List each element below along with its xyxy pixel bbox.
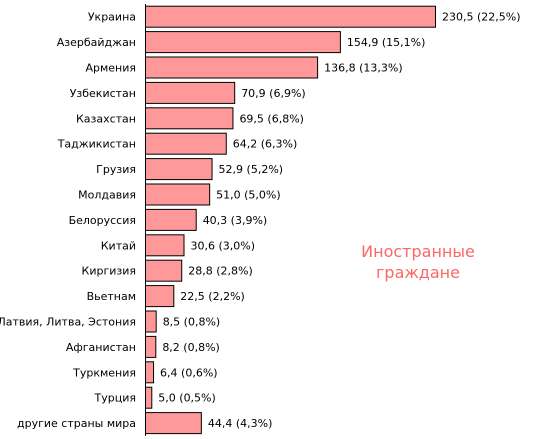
value-label-13: 8,2 (0,8%) [162,341,220,354]
bar-9 [145,234,185,257]
annotation-line-1: Иностранные [361,242,475,261]
bar-11 [145,285,175,308]
value-label-9: 30,6 (3,0%) [190,239,255,252]
bar-8 [145,208,197,231]
value-label-8: 40,3 (3,9%) [203,214,268,227]
value-label-7: 51,0 (5,0%) [216,189,281,202]
category-label-14: Туркмения [72,366,136,379]
category-label-10: Киргизия [82,265,136,278]
bar-2 [145,56,319,79]
bar-1 [145,31,341,54]
category-label-8: Белоруссия [69,214,136,227]
bar-7 [145,183,211,206]
bar-10 [145,259,183,282]
bars-group: Украина 230,5 (22,5%) Азербайджан 154,9 (15… [0,5,521,435]
value-label-3: 70,9 (6,9%) [241,87,306,100]
bar-0 [145,5,436,28]
value-label-12: 8,5 (0,8%) [163,316,221,329]
category-label-4: Казахстан [76,112,136,125]
value-label-4: 69,5 (6,8%) [239,112,304,125]
category-label-16: другие страны мира [17,417,136,430]
value-label-5: 64,2 (6,3%) [233,138,298,151]
value-label-1: 154,9 (15,1%) [347,36,426,49]
bar-14 [145,361,155,384]
category-label-3: Узбекистан [70,87,136,100]
value-label-6: 52,9 (5,2%) [219,163,284,176]
category-label-7: Молдавия [78,189,136,202]
category-label-1: Азербайджан [57,36,136,49]
value-label-15: 5,0 (0,5%) [158,392,216,405]
value-label-16: 44,4 (4,3%) [208,417,273,430]
category-label-13: Афганистан [66,341,136,354]
category-label-2: Армения [85,62,136,75]
value-label-10: 28,8 (2,8%) [188,265,253,278]
bar-4 [145,107,234,130]
bar-5 [145,132,227,155]
category-label-0: Украина [88,11,136,24]
value-label-11: 22,5 (2,2%) [180,290,245,303]
category-label-6: Грузия [96,163,136,176]
value-label-2: 136,8 (13,3%) [324,62,403,75]
bar-13 [145,335,157,358]
bar-3 [145,81,236,104]
category-label-11: Вьетнам [87,290,136,303]
category-label-12: Латвия, Литва, Эстония [0,316,136,329]
category-label-15: Турция [94,392,136,405]
bar-16 [145,412,202,435]
category-label-5: Таджикистан [57,138,136,151]
bar-15 [145,386,153,409]
bar-6 [145,158,213,181]
value-label-0: 230,5 (22,5%) [442,11,521,24]
value-label-14: 6,4 (0,6%) [160,366,218,379]
bar-12 [145,310,157,333]
annotation-line-2: граждане [376,263,460,282]
category-label-9: Китай [101,239,136,252]
